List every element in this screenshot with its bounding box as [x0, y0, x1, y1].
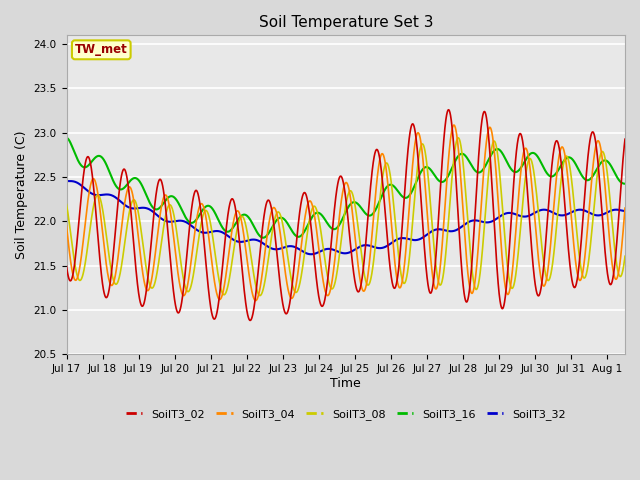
Legend: SoilT3_02, SoilT3_04, SoilT3_08, SoilT3_16, SoilT3_32: SoilT3_02, SoilT3_04, SoilT3_08, SoilT3_… [121, 405, 570, 424]
Y-axis label: Soil Temperature (C): Soil Temperature (C) [15, 131, 28, 259]
Text: TW_met: TW_met [75, 43, 127, 56]
X-axis label: Time: Time [330, 377, 361, 390]
Title: Soil Temperature Set 3: Soil Temperature Set 3 [259, 15, 433, 30]
